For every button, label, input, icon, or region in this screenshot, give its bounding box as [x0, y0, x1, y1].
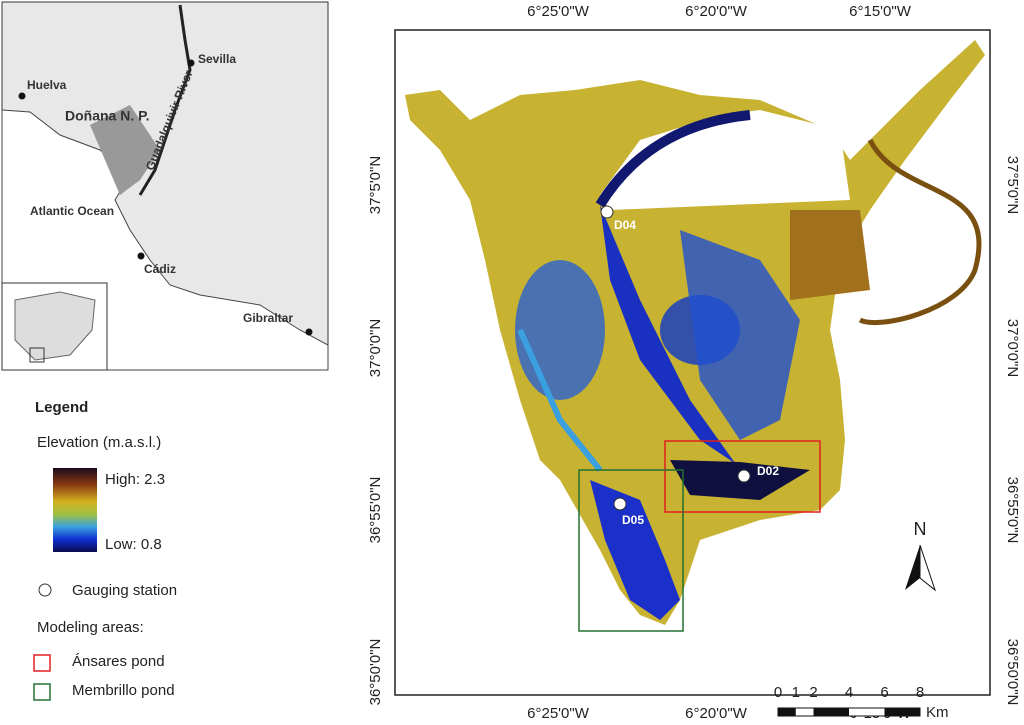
station-label: D02: [757, 464, 779, 478]
station-label: D04: [614, 218, 636, 232]
lon-label: 6°25'0"W: [527, 3, 590, 20]
station-symbol: [38, 583, 52, 597]
membrillo-area: [578, 469, 684, 632]
legend-areas: Modeling areas:: [37, 619, 144, 636]
scale-unit: Km: [926, 704, 949, 721]
elevation-ramp: [53, 468, 97, 552]
legend-high: High: 2.3: [105, 471, 165, 488]
area-symbol: [33, 654, 51, 672]
area-symbol: [33, 683, 51, 701]
inset-label: Gibraltar: [243, 311, 293, 325]
inset-label: Huelva: [27, 78, 67, 92]
station: [613, 497, 627, 511]
legend-elevation: Elevation (m.a.s.l.): [37, 434, 161, 451]
legend-area-item: Membrillo pond: [72, 682, 175, 699]
scale-segment: [813, 708, 849, 716]
station-label: D05: [622, 513, 644, 527]
north-label: N: [914, 519, 927, 539]
lat-label: 37°0'0"N: [367, 319, 384, 377]
north-arrow: [919, 544, 937, 592]
scale-tick: 0: [774, 684, 782, 701]
inset-label: Atlantic Ocean: [30, 204, 114, 218]
lon-label: 6°25'0"W: [527, 705, 590, 722]
scale-segment: [884, 708, 920, 716]
lon-label: 6°20'0"W: [685, 705, 748, 722]
legend-title: Legend: [35, 399, 88, 416]
lat-label: 36°50'0"N: [1004, 639, 1021, 706]
lon-label: 6°20'0"W: [685, 3, 748, 20]
legend-area-item: Ánsares pond: [72, 653, 165, 670]
inset-label: Sevilla: [198, 52, 236, 66]
ansares-area: [664, 440, 821, 513]
lat-label: 37°0'0"N: [1004, 319, 1021, 377]
scale-tick: 6: [880, 684, 888, 701]
lat-label: 36°50'0"N: [367, 639, 384, 706]
inset-label: Doñana N. P.: [65, 108, 150, 124]
lat-label: 37°5'0"N: [367, 156, 384, 214]
lat-label: 36°55'0"N: [367, 477, 384, 544]
inset-label: Cádiz: [144, 262, 176, 276]
legend-station: Gauging station: [72, 582, 177, 599]
inset-map: [1, 1, 329, 371]
scale-tick: 2: [809, 684, 817, 701]
scale-tick: 1: [792, 684, 800, 701]
scale-tick: 8: [916, 684, 924, 701]
station: [600, 205, 614, 219]
legend-low: Low: 0.8: [105, 536, 162, 553]
lon-label: 6°15'0"W: [849, 3, 912, 20]
scale-segment: [778, 708, 796, 716]
scale-tick: 4: [845, 684, 853, 701]
north-arrow: [905, 545, 920, 590]
lat-label: 36°55'0"N: [1004, 477, 1021, 544]
lat-label: 37°5'0"N: [1004, 156, 1021, 214]
station: [737, 469, 751, 483]
